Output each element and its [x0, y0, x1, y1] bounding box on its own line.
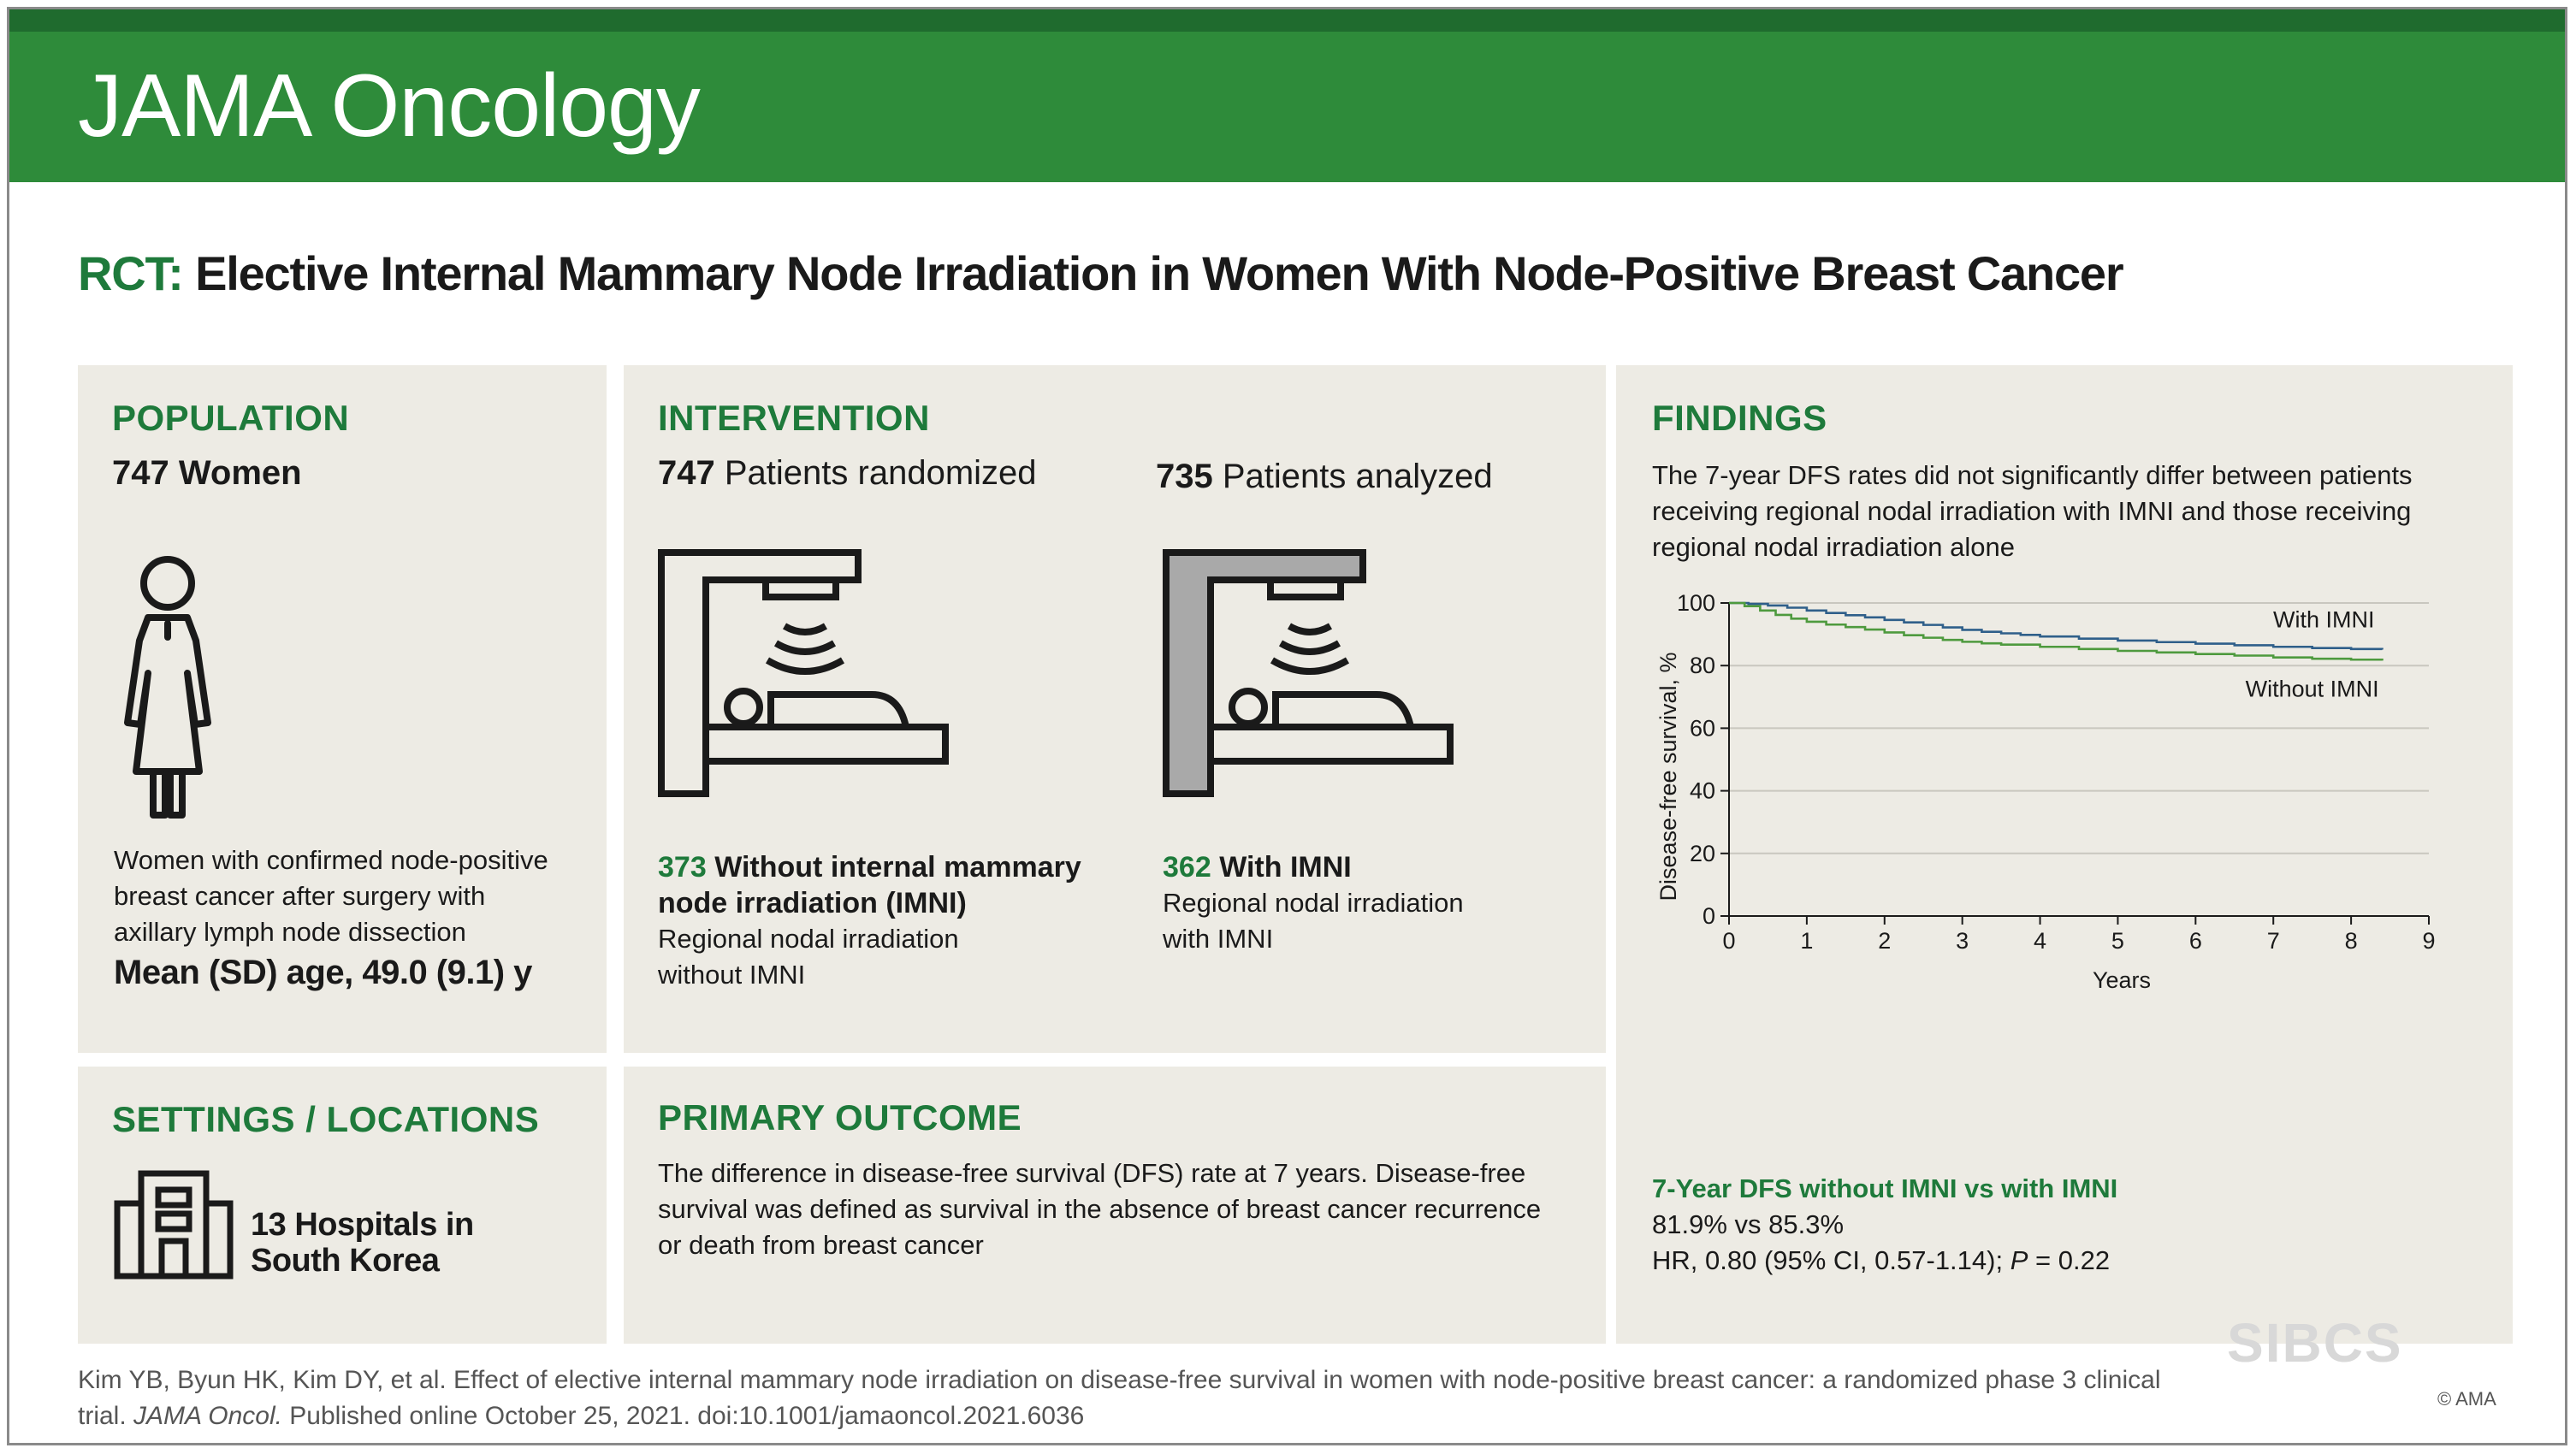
page-title: RCT: Elective Internal Mammary Node Irra…	[78, 245, 2124, 301]
tick-label-x-3: 3	[1956, 928, 1969, 954]
primary-outcome-heading: PRIMARY OUTCOME	[658, 1097, 1022, 1138]
tick-label-x-7: 7	[2267, 928, 2280, 954]
tick-label-x-2: 2	[1878, 928, 1891, 954]
y-axis-label: Disease-free survival, %	[1655, 652, 1681, 901]
primary-outcome-panel: PRIMARY OUTCOME The difference in diseas…	[624, 1067, 1606, 1344]
radiation-machine-icon-without-imni	[658, 549, 949, 797]
analyzed-count: 735 Patients analyzed	[1156, 458, 1493, 495]
title-prefix: RCT:	[78, 246, 184, 300]
tick-label-y-60: 60	[1690, 715, 1715, 741]
tick-label-y-80: 80	[1690, 653, 1715, 678]
series-label-without-imni: Without IMNI	[2246, 676, 2379, 701]
series-line-with-imni	[1729, 601, 2384, 651]
journal-header: JAMA Oncology	[9, 9, 2565, 182]
sibcs-watermark: SIBCS	[2227, 1312, 2403, 1374]
tick-label-x-0: 0	[1722, 928, 1735, 954]
settings-heading: SETTINGS / LOCATIONS	[112, 1099, 540, 1139]
intervention-panel: INTERVENTION 747 Patients randomized 735…	[624, 365, 1606, 1053]
title-text: Elective Internal Mammary Node Irradiati…	[195, 246, 2124, 300]
findings-heading: FINDINGS	[1652, 398, 1827, 438]
series-label-with-imni: With IMNI	[2273, 607, 2375, 633]
intervention-heading: INTERVENTION	[658, 398, 930, 438]
tick-label-y-0: 0	[1703, 903, 1715, 929]
arm-without-imni: 373 Without internal mammary node irradi…	[658, 851, 1081, 990]
tick-label-x-5: 5	[2111, 928, 2124, 954]
population-heading: POPULATION	[112, 398, 350, 438]
series-line-without-imni	[1729, 601, 2384, 661]
tick-label-x-1: 1	[1800, 928, 1813, 954]
tick-label-y-100: 100	[1677, 590, 1715, 616]
copyright-label: © AMA	[2437, 1388, 2496, 1410]
tick-label-x-6: 6	[2189, 928, 2202, 954]
tick-label-x-8: 8	[2345, 928, 2358, 954]
hospital-building-icon	[114, 1170, 234, 1280]
randomized-count: 747 Patients randomized	[658, 454, 1037, 492]
findings-description: The 7-year DFS rates did not significant…	[1652, 460, 2413, 562]
tick-label-x-4: 4	[2034, 928, 2046, 954]
population-age: Mean (SD) age, 49.0 (9.1) y	[114, 954, 532, 991]
radiation-machine-icon-with-imni	[1163, 549, 1454, 797]
tick-label-y-40: 40	[1690, 778, 1715, 804]
population-panel: POPULATION 747 Women Women with confirme…	[78, 365, 607, 1053]
population-count: 747 Women	[112, 454, 302, 492]
result-heading: 7-Year DFS without IMNI vs with IMNI	[1652, 1173, 2118, 1203]
tick-label-x-9: 9	[2422, 928, 2435, 954]
primary-outcome-text: The difference in disease-free survival …	[658, 1158, 1542, 1260]
result-hazard-ratio: HR, 0.80 (95% CI, 0.57-1.14); P = 0.22	[1652, 1245, 2111, 1275]
dfs-kaplan-meier-chart: 0 20 40 60 80 100 0 1 2 3 4 5 6 7 8 9 With IMNI Without I…	[1655, 590, 2436, 993]
tick-label-y-20: 20	[1690, 841, 1715, 866]
findings-panel: FINDINGS The 7-year DFS rates did not si…	[1616, 365, 2513, 1344]
x-axis-label: Years	[2093, 967, 2151, 993]
infographic-frame: JAMA Oncology RCT: Elective Internal Mam…	[7, 7, 2567, 1445]
woman-icon	[124, 556, 211, 819]
journal-name: JAMA Oncology	[78, 56, 701, 156]
citation: Kim YB, Byun HK, Kim DY, et al. Effect o…	[78, 1366, 2161, 1430]
result-rates: 81.9% vs 85.3%	[1652, 1209, 1845, 1239]
population-description: Women with confirmed node-positive breas…	[114, 845, 548, 947]
arm-with-imni: 362 With IMNI Regional nodal irradiation…	[1163, 851, 1464, 954]
settings-location: 13 Hospitals in South Korea	[251, 1207, 474, 1279]
settings-panel: SETTINGS / LOCATIONS 13 Hospitals in Sou…	[78, 1067, 607, 1344]
